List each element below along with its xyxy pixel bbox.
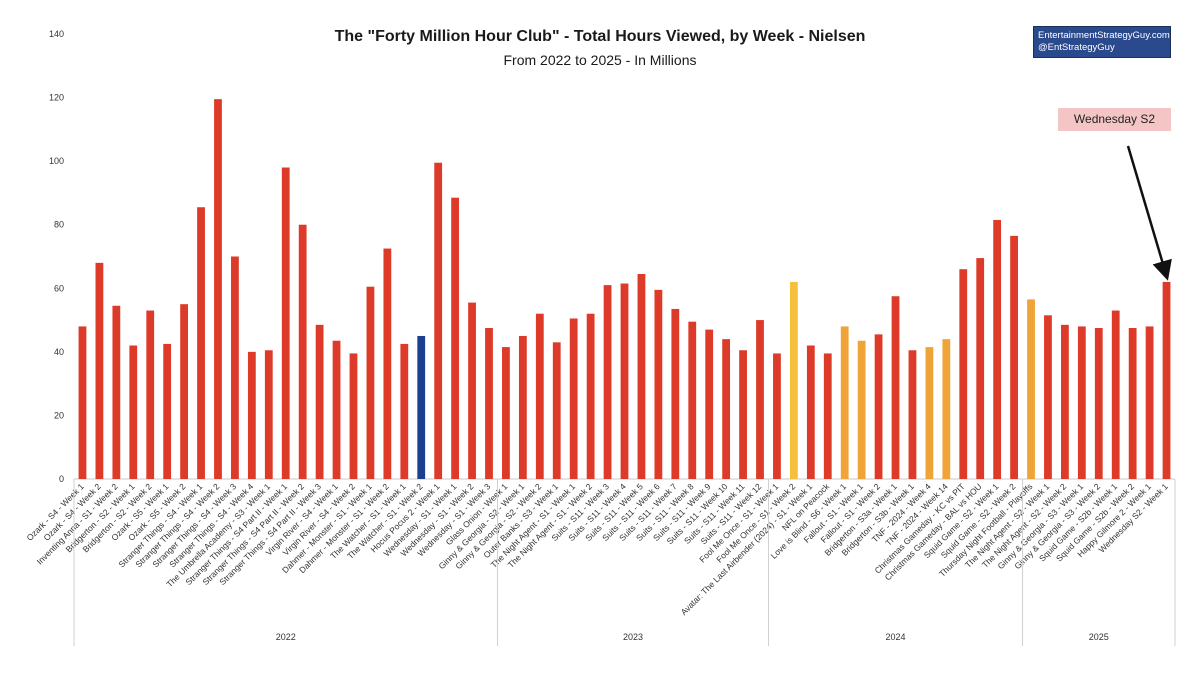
bar [705, 329, 714, 479]
year-group-label: 2025 [1089, 632, 1109, 642]
bar [1145, 326, 1154, 479]
bar [400, 343, 409, 479]
bar [315, 324, 324, 479]
bar [1077, 326, 1086, 479]
bar [1027, 299, 1035, 479]
bar [1128, 328, 1137, 479]
bar [78, 326, 87, 479]
watermark-box: EntertainmentStrategyGuy.com @EntStrateg… [1033, 26, 1171, 58]
bar [688, 321, 697, 479]
bar [637, 273, 646, 479]
watermark-site: EntertainmentStrategyGuy.com [1038, 30, 1170, 41]
annotation-arrow [1126, 145, 1172, 281]
bar [857, 340, 866, 479]
bar [298, 224, 307, 479]
year-group-label: 2022 [276, 632, 296, 642]
y-tick-label: 80 [54, 220, 64, 230]
bar [383, 248, 392, 479]
bar [654, 289, 663, 479]
bar [739, 350, 747, 479]
bar [214, 99, 222, 480]
bar [789, 281, 798, 479]
bar [366, 286, 375, 479]
y-tick-label: 0 [59, 474, 64, 484]
bar [1162, 281, 1171, 479]
bar [756, 320, 764, 479]
bar [552, 342, 561, 479]
bar [535, 313, 544, 479]
bar [247, 351, 256, 479]
bar [908, 350, 917, 479]
bar [620, 283, 629, 479]
bar [197, 207, 205, 479]
bar [163, 343, 172, 479]
bar [569, 318, 578, 479]
bar [993, 219, 1002, 480]
annotation-callout: Wednesday S2 [1058, 108, 1171, 131]
bar [518, 335, 527, 479]
bar [874, 334, 883, 479]
bar [1061, 324, 1069, 479]
bar [417, 335, 426, 479]
y-tick-label: 60 [54, 283, 64, 293]
bar [1010, 235, 1018, 479]
chart-subtitle: From 2022 to 2025 - In Millions [503, 52, 697, 68]
bar [586, 313, 595, 479]
bar [603, 285, 612, 479]
bar [891, 296, 900, 479]
bar [823, 353, 832, 479]
y-tick-label: 20 [54, 410, 64, 420]
bar [129, 345, 138, 479]
year-group-label: 2023 [623, 632, 643, 642]
bar [349, 353, 358, 479]
bar [1094, 328, 1103, 479]
bar [976, 258, 985, 479]
bar [1044, 315, 1052, 479]
bar [231, 256, 239, 479]
year-group-label: 2024 [885, 632, 905, 642]
bar [1111, 310, 1120, 479]
bar [485, 328, 493, 479]
y-tick-label: 40 [54, 347, 64, 357]
bar [281, 167, 290, 479]
y-tick-label: 100 [49, 156, 64, 166]
bar [451, 197, 460, 480]
watermark-handle: @EntStrategyGuy [1038, 42, 1115, 53]
bar [264, 350, 273, 479]
bar [840, 326, 849, 479]
bar [959, 269, 968, 479]
bar [95, 262, 104, 479]
bar [722, 339, 731, 479]
y-tick-label: 140 [49, 29, 64, 39]
bar [671, 308, 680, 479]
bar [502, 347, 510, 479]
bar [332, 340, 341, 479]
bar [925, 347, 934, 479]
chart-title: The "Forty Million Hour Club" - Total Ho… [334, 28, 866, 45]
bar [942, 339, 951, 479]
bar [434, 162, 443, 479]
bar [773, 353, 781, 479]
bar [112, 305, 121, 479]
bar [468, 302, 476, 479]
bar [806, 345, 815, 479]
y-tick-label: 120 [49, 93, 64, 103]
bar [180, 304, 188, 479]
bar [146, 310, 155, 479]
